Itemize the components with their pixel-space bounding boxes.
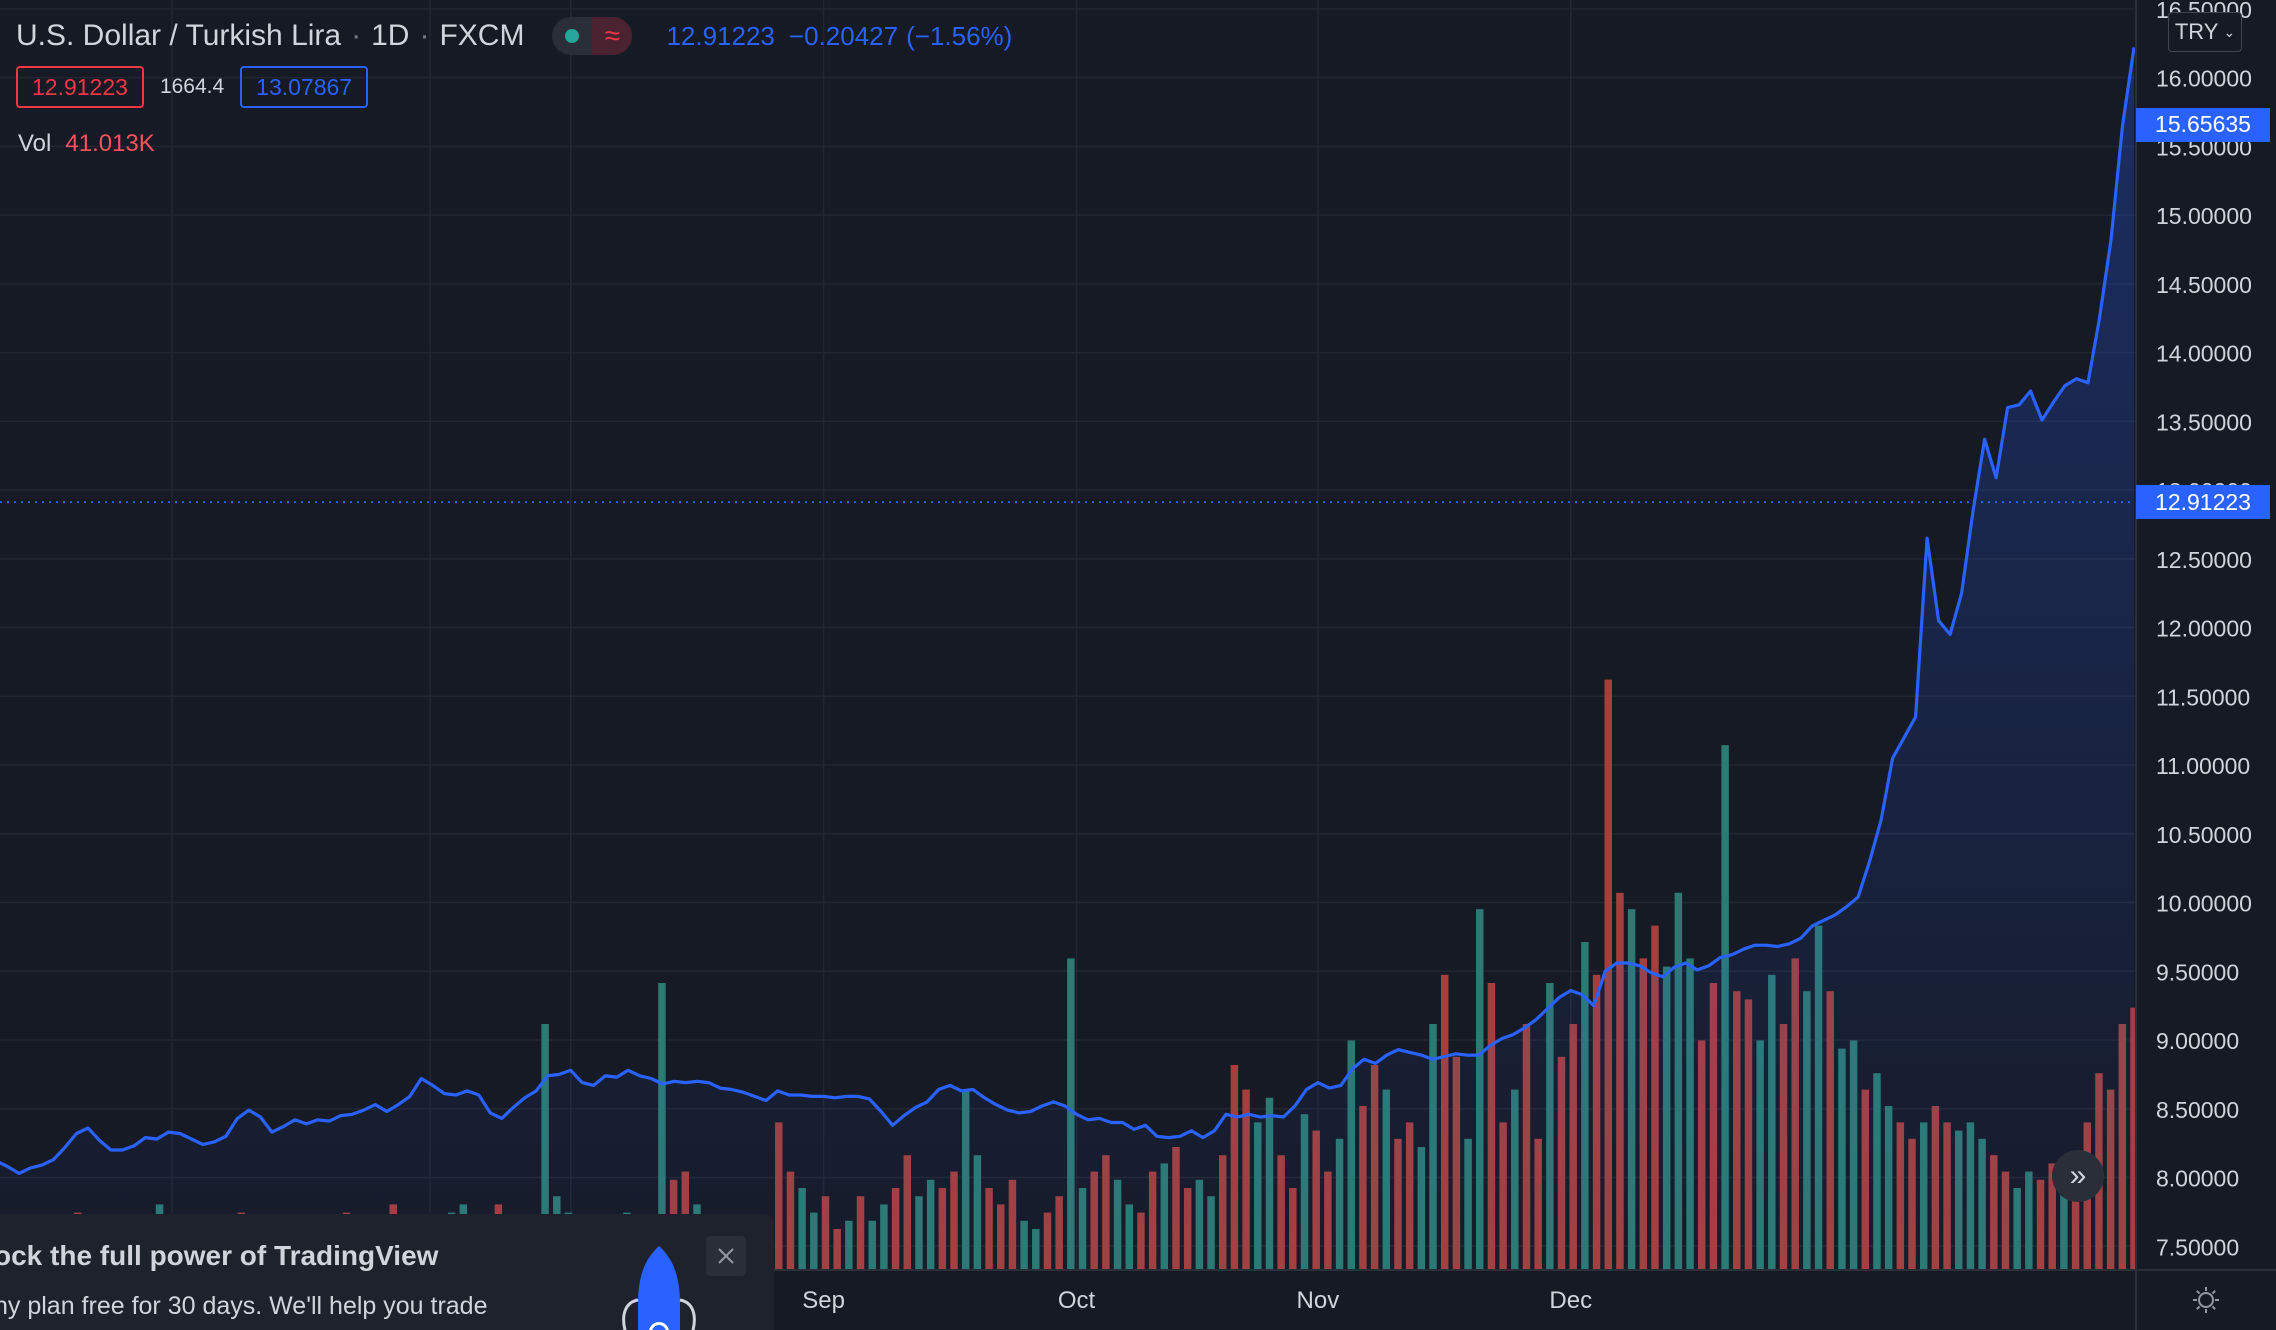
market-status-pill[interactable]: ≈ — [552, 17, 633, 55]
price-tick-label: 15.00000 — [2156, 203, 2252, 229]
last-visible-price-tag: 15.65635 — [2136, 107, 2270, 142]
price-tick-label: 14.50000 — [2156, 272, 2252, 298]
chevron-down-icon: ⌄ — [2223, 23, 2236, 40]
promo-banner[interactable]: ock the full power of TradingView ny pla… — [0, 1214, 774, 1330]
buy-button[interactable]: 13.07867 — [240, 66, 369, 108]
promo-text: ny plan free for 30 days. We'll help you… — [0, 1292, 488, 1320]
currency-button[interactable]: TRY ⌄ — [2168, 12, 2242, 52]
time-tick-label: Oct — [1058, 1287, 1096, 1314]
currency-label: TRY — [2174, 19, 2219, 44]
bid-price: 12.91223 — [32, 73, 128, 100]
market-open-dot-icon — [552, 17, 592, 55]
ask-price: 13.07867 — [256, 73, 353, 100]
time-tick-label: Dec — [1549, 1287, 1592, 1314]
price-axis-bg — [2136, 0, 2276, 1330]
promo-title: ock the full power of TradingView — [0, 1240, 439, 1271]
price-tick-label: 13.50000 — [2156, 409, 2252, 435]
chart-grid — [0, 0, 2136, 1270]
price-tick-label: 11.50000 — [2156, 684, 2250, 710]
wave-icon: ≈ — [592, 17, 633, 55]
separator-dot: · — [419, 19, 430, 52]
price-tick-label: 12.50000 — [2156, 547, 2252, 573]
price-tick-label: 8.50000 — [2156, 1097, 2239, 1123]
last-price: 12.91223 — [666, 20, 775, 51]
volume-value: 41.013K — [65, 130, 155, 157]
close-icon[interactable] — [706, 1236, 746, 1276]
last-visible-price: 15.65635 — [2155, 111, 2251, 138]
price-area-fill — [0, 47, 2134, 1270]
price-change: −0.20427 — [788, 20, 899, 51]
price-tick-label: 10.50000 — [2156, 822, 2252, 848]
interval[interactable]: 1D — [371, 19, 410, 52]
current-price: 12.91223 — [2155, 488, 2251, 515]
price-tick-label: 11.00000 — [2156, 753, 2250, 779]
price-tick-label: 12.00000 — [2156, 616, 2252, 642]
price-line — [0, 47, 2136, 1175]
price-tick-label: 7.50000 — [2156, 1234, 2239, 1260]
bid-ask-row: 12.91223 1664.4 13.07867 — [16, 66, 369, 108]
price-tick-label: 16.00000 — [2156, 66, 2252, 92]
spread-value: 1664.4 — [159, 75, 225, 98]
price-tick-label: 8.00000 — [2156, 1166, 2239, 1192]
current-price-tag: 12.91223 — [2136, 485, 2270, 520]
gear-icon[interactable] — [2190, 1284, 2222, 1316]
price-change-pct: (−1.56%) — [906, 20, 1013, 51]
volume-legend[interactable]: Vol 41.013K — [18, 130, 155, 158]
price-tick-label: 9.50000 — [2156, 959, 2239, 985]
sell-button[interactable]: 12.91223 — [16, 66, 144, 108]
separator-dot: · — [351, 19, 362, 52]
time-tick-label: Sep — [802, 1287, 845, 1314]
symbol-header: U.S. Dollar / Turkish Lira · 1D · FXCM ≈… — [16, 14, 1012, 58]
rocket-icon — [622, 1246, 696, 1330]
price-tick-label: 9.00000 — [2156, 1028, 2239, 1054]
price-tick-label: 10.00000 — [2156, 891, 2252, 917]
double-chevron-right-icon[interactable]: » — [2052, 1150, 2104, 1202]
exchange: FXCM — [439, 19, 525, 52]
time-tick-label: Nov — [1297, 1287, 1340, 1314]
symbol-name[interactable]: U.S. Dollar / Turkish Lira — [16, 19, 342, 52]
volume-label: Vol — [18, 130, 52, 157]
price-tick-label: 14.00000 — [2156, 341, 2252, 367]
